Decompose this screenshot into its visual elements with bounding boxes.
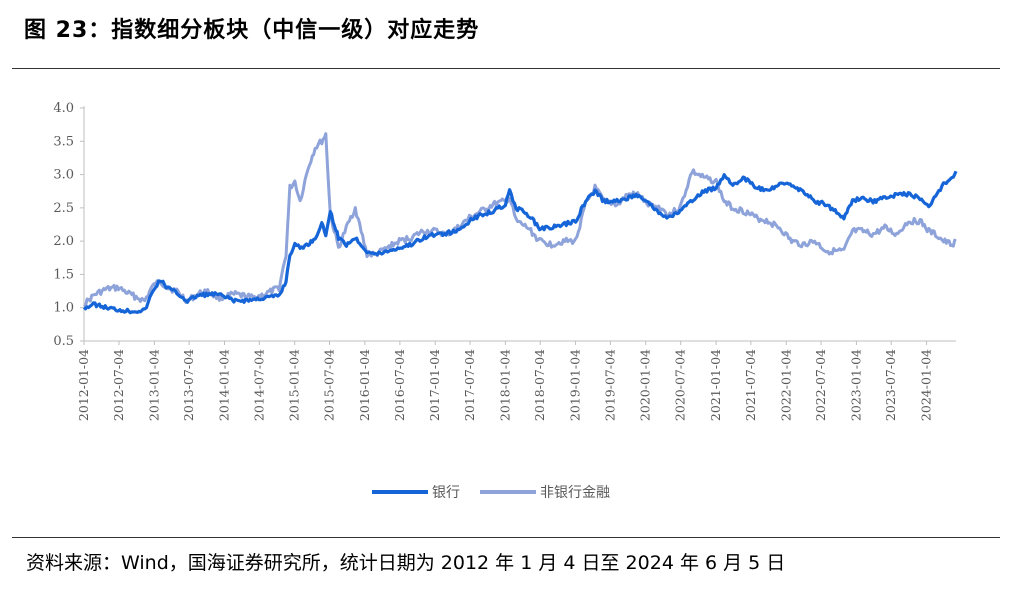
- x-tick-label: 2017-07-04: [462, 349, 477, 421]
- x-tick-label: 2019-01-04: [568, 349, 583, 421]
- x-tick-label: 2022-01-04: [778, 349, 793, 421]
- y-tick-label: 0.5: [53, 334, 74, 349]
- y-tick-label: 2.5: [53, 201, 74, 216]
- y-tick-label: 2.0: [53, 234, 74, 249]
- series-line-bank: [82, 170, 958, 315]
- x-tick-label: 2017-01-04: [427, 349, 442, 421]
- x-tick-label: 2021-01-04: [708, 349, 723, 421]
- x-tick-label: 2023-07-04: [883, 349, 898, 421]
- x-tick-label: 2018-07-04: [532, 349, 547, 421]
- series-layer: [82, 132, 958, 315]
- source-rule: [12, 537, 1000, 538]
- x-tick-label: 2019-07-04: [602, 349, 617, 421]
- x-tick-label: 2021-07-04: [743, 349, 758, 421]
- x-tick-label: 2016-07-04: [392, 349, 407, 421]
- x-tick-label: 2015-07-04: [321, 349, 336, 421]
- x-tick-label: 2013-07-04: [181, 349, 196, 421]
- source-note: 资料来源：Wind，国海证券研究所，统计日期为 2012 年 1 月 4 日至 …: [26, 552, 786, 574]
- x-tick-label: 2020-01-04: [638, 349, 653, 421]
- y-tick-label: 1.5: [53, 267, 74, 282]
- x-tick-label: 2018-01-04: [497, 349, 512, 421]
- figure-title: 图 23：指数细分板块（中信一级）对应走势: [24, 18, 480, 43]
- y-tick-label: 1.0: [53, 301, 74, 316]
- legend: 银行 非银行金融: [372, 485, 610, 501]
- x-tick-label: 2020-07-04: [673, 349, 688, 421]
- y-tick-label: 3.0: [53, 168, 74, 183]
- x-tick-label: 2014-01-04: [217, 349, 232, 421]
- x-tick-label: 2023-01-04: [848, 349, 863, 421]
- y-tick-label: 4.0: [53, 101, 74, 116]
- title-rule: [12, 68, 1000, 69]
- x-tick-label: 2022-07-04: [813, 349, 828, 421]
- x-tick-label: 2012-07-04: [111, 349, 126, 421]
- x-tick-label: 2013-01-04: [146, 349, 161, 421]
- x-tick-label: 2014-07-04: [251, 349, 266, 421]
- legend-label: 银行: [432, 485, 460, 501]
- x-tick-label: 2015-01-04: [287, 349, 302, 421]
- x-tick-label: 2016-01-04: [357, 349, 372, 421]
- y-tick-label: 3.5: [53, 134, 74, 149]
- legend-label: 非银行金融: [540, 485, 610, 501]
- x-tick-label: 2012-01-04: [76, 349, 91, 421]
- x-tick-label: 2024-01-04: [919, 349, 934, 421]
- series-line-nonbank: [83, 132, 957, 308]
